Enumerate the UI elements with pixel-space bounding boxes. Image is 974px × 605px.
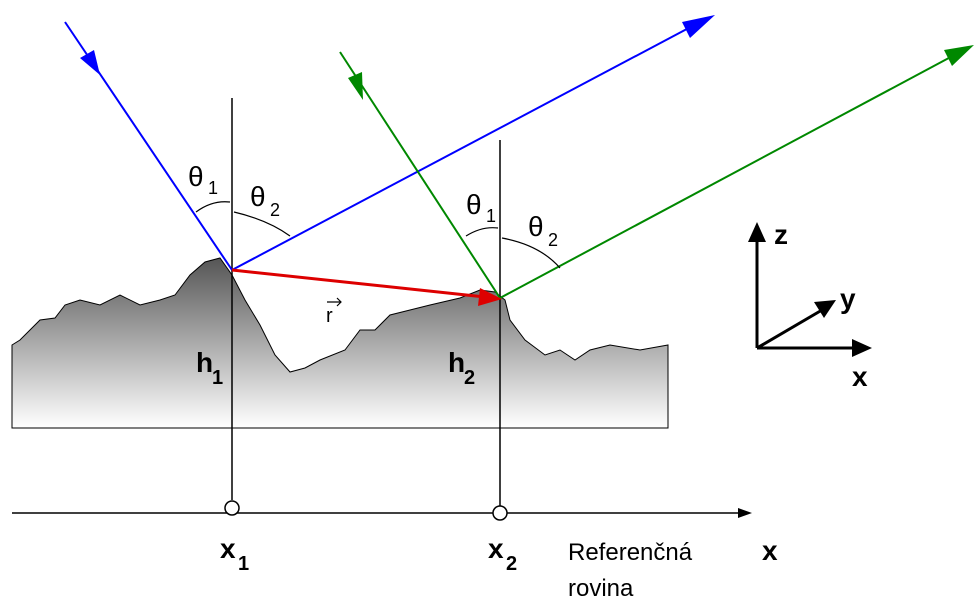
angle: θ xyxy=(466,189,482,220)
height: h xyxy=(448,347,465,378)
subscript: 1 xyxy=(208,178,218,198)
position: x xyxy=(220,533,236,564)
vector-label: r xyxy=(326,305,333,327)
reference-lines xyxy=(12,98,745,514)
axis-label: x xyxy=(852,361,868,392)
axis-label: y xyxy=(840,283,856,314)
subscript: 2 xyxy=(464,367,475,389)
angle: θ xyxy=(188,161,204,192)
position: x xyxy=(488,533,504,564)
subscript: 2 xyxy=(506,553,517,575)
vector-r xyxy=(231,268,486,299)
angle: θ xyxy=(528,211,544,242)
subscript: 1 xyxy=(238,553,249,575)
subscript: 1 xyxy=(212,367,223,389)
axis-arrow xyxy=(814,300,836,318)
angle: θ xyxy=(250,181,266,212)
angle-arcs xyxy=(195,201,561,269)
axis-label: z xyxy=(774,219,788,250)
vector-arrow-mark xyxy=(327,297,342,307)
coordinate-axes xyxy=(755,235,855,350)
axis-label: x xyxy=(762,535,778,566)
blue-ray xyxy=(64,15,715,271)
point xyxy=(492,505,508,521)
subscript: 1 xyxy=(486,206,496,226)
labels: θ 1 θ 2 θ 1 θ 2 h 1 h 2 r x 1 x 2 Refere… xyxy=(188,161,778,602)
axis-arrow xyxy=(852,339,872,357)
subscript: 2 xyxy=(270,200,280,220)
axis-arrow xyxy=(748,222,766,242)
rough-surface xyxy=(11,257,669,429)
green-ray xyxy=(339,45,974,299)
subscript: 2 xyxy=(548,230,558,250)
reference-label: Referenčná xyxy=(568,539,693,566)
point xyxy=(224,500,240,516)
vector-arrow xyxy=(478,288,502,306)
height: h xyxy=(196,347,213,378)
reference-label: rovina xyxy=(568,575,634,602)
axis-arrow xyxy=(738,508,752,518)
